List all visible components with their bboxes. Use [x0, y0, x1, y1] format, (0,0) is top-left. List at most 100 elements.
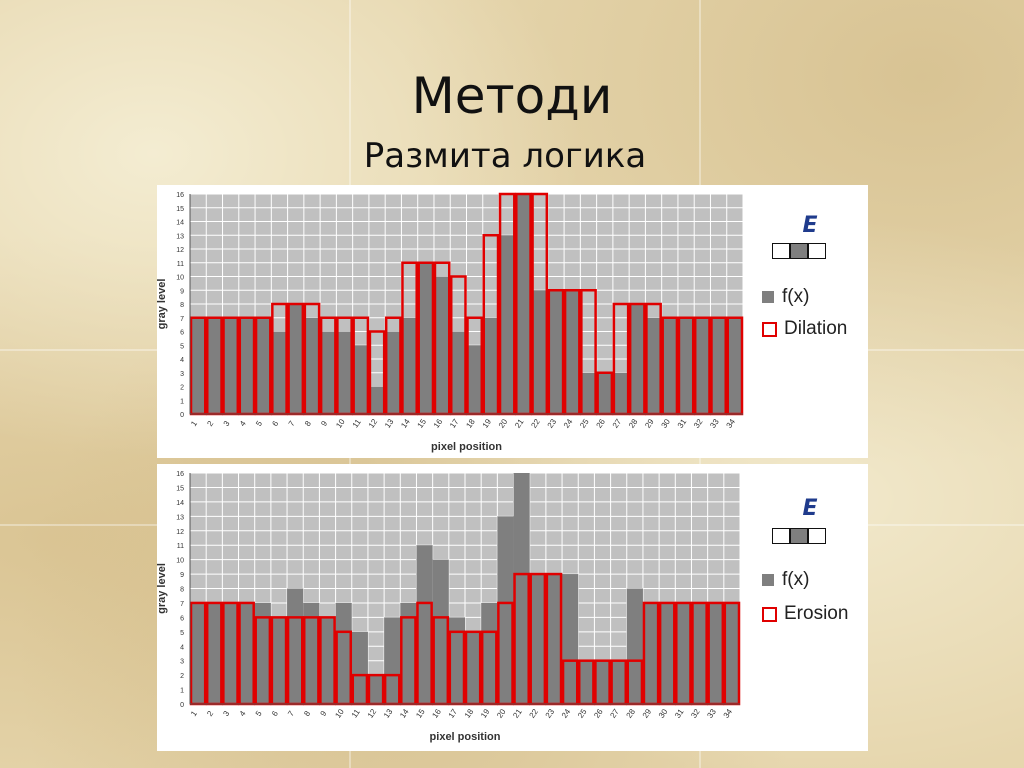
y-tick-label: 13 — [176, 233, 184, 240]
bar-fx — [190, 317, 207, 414]
y-tick-label: 10 — [176, 275, 184, 282]
bar-fx — [271, 331, 288, 414]
bar-fx — [545, 574, 563, 704]
x-tick-label: 17 — [448, 417, 461, 430]
bar-fx — [482, 317, 500, 414]
x-tick-label: 9 — [319, 419, 329, 428]
y-axis-title: gray level — [157, 279, 168, 330]
structuring-element-icon — [772, 528, 832, 544]
bar-fx — [547, 290, 565, 414]
x-tick-label: 32 — [692, 417, 705, 430]
bar-fx — [626, 588, 643, 704]
fx-swatch-icon — [762, 574, 774, 586]
bar-fx — [320, 331, 337, 414]
dilation-swatch-icon — [762, 321, 777, 337]
x-tick-label: 18 — [463, 707, 476, 720]
legend-item-dilation: Dilation — [762, 318, 847, 340]
y-tick-label: 4 — [180, 357, 184, 364]
y-tick-label: 14 — [176, 500, 184, 507]
bar-fx — [401, 317, 418, 414]
x-tick-label: 23 — [544, 707, 557, 720]
y-tick-label: 15 — [176, 206, 184, 213]
slide-subtitle: Размита логика — [363, 136, 647, 176]
y-tick-label: 16 — [176, 192, 184, 199]
y-tick-label: 1 — [180, 688, 184, 695]
y-tick-label: 3 — [180, 659, 184, 666]
bar-fx — [303, 602, 320, 704]
x-axis-title: pixel position — [431, 441, 502, 453]
x-tick-label: 24 — [560, 707, 573, 720]
bar-fx — [255, 317, 272, 414]
x-tick-label: 22 — [528, 707, 541, 720]
bar-fx — [497, 516, 514, 704]
bar-fx — [238, 317, 256, 414]
bar-fx — [400, 602, 417, 704]
x-tick-label: 33 — [705, 707, 718, 720]
x-tick-label: 24 — [562, 417, 575, 430]
bar-fx — [562, 574, 579, 704]
y-tick-label: 7 — [180, 316, 184, 323]
bar-fx — [499, 235, 516, 414]
y-tick-label: 15 — [176, 485, 184, 492]
x-tick-label: 9 — [318, 709, 328, 718]
bar-fx — [465, 631, 482, 704]
x-tick-label: 20 — [497, 417, 510, 430]
bar-fx — [466, 345, 483, 414]
bar-fx — [691, 602, 708, 704]
x-tick-label: 6 — [270, 709, 280, 718]
bar-fx — [448, 617, 465, 704]
bar-fx — [726, 317, 743, 414]
x-tick-label: 32 — [689, 707, 702, 720]
x-tick-label: 16 — [430, 707, 443, 720]
bar-fx — [610, 660, 627, 704]
x-tick-label: 26 — [592, 707, 605, 720]
bar-fx — [385, 331, 402, 414]
bar-fx — [417, 262, 434, 414]
x-tick-label: 3 — [221, 709, 231, 718]
y-tick-label: 10 — [176, 558, 184, 565]
legend-item-fx: f(x) — [762, 569, 809, 591]
x-tick-label: 19 — [481, 417, 494, 430]
bar-fx — [515, 194, 532, 414]
x-tick-label: 18 — [464, 417, 477, 430]
x-tick-label: 10 — [333, 707, 346, 720]
x-tick-label: 13 — [383, 417, 396, 430]
bar-fx — [270, 617, 288, 704]
fx-swatch-icon — [762, 291, 774, 303]
y-axis-title: gray level — [157, 563, 168, 614]
erosion-legend: E f(x) Erosion — [762, 496, 868, 626]
x-tick-label: 19 — [479, 707, 492, 720]
bar-fx — [513, 473, 530, 704]
bar-fx — [432, 559, 449, 704]
x-tick-label: 21 — [511, 707, 524, 720]
y-tick-label: 0 — [180, 702, 184, 709]
x-tick-label: 8 — [302, 709, 312, 718]
bar-fx — [564, 290, 581, 414]
bar-fx — [222, 317, 239, 414]
x-tick-label: 30 — [657, 707, 670, 720]
y-tick-label: 14 — [176, 220, 184, 227]
y-tick-label: 11 — [177, 261, 184, 268]
bar-fx — [677, 317, 695, 414]
bar-fx — [661, 317, 678, 414]
bar-fx — [675, 602, 692, 704]
x-tick-label: 7 — [286, 709, 296, 718]
x-tick-label: 2 — [205, 419, 215, 428]
x-axis-title: pixel position — [430, 731, 501, 743]
x-tick-label: 14 — [398, 707, 411, 720]
bar-fx — [450, 331, 467, 414]
bar-fx — [368, 386, 386, 414]
bar-fx — [352, 345, 369, 414]
bar-fx — [190, 602, 207, 704]
y-tick-label: 9 — [180, 572, 184, 579]
x-tick-label: 2 — [205, 709, 215, 718]
x-tick-label: 29 — [641, 707, 654, 720]
y-tick-label: 0 — [180, 412, 184, 419]
y-tick-label: 1 — [180, 398, 184, 405]
bar-fx — [384, 617, 401, 704]
bar-fx — [206, 317, 223, 414]
x-tick-label: 4 — [238, 419, 248, 428]
y-tick-label: 13 — [176, 514, 184, 521]
x-tick-label: 33 — [708, 417, 721, 430]
